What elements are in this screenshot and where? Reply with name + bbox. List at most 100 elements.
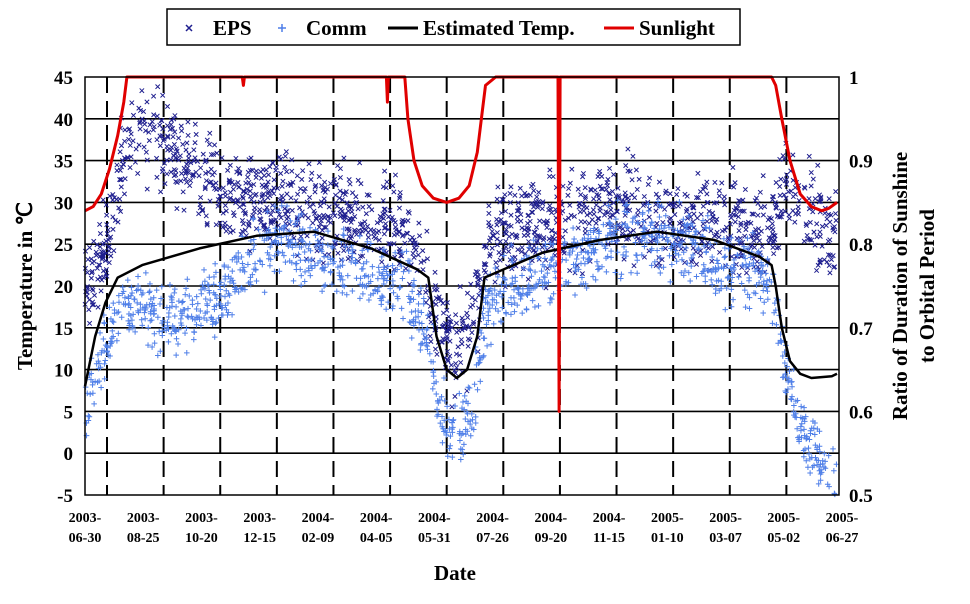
- eps-point: [755, 200, 761, 206]
- comm-point: [772, 300, 778, 306]
- eps-point: [219, 155, 225, 161]
- comm-point: [731, 261, 737, 268]
- comm-point: [217, 293, 224, 299]
- comm-point: [614, 222, 620, 229]
- comm-point: [499, 294, 505, 300]
- x-tick-label-year: 2003-: [69, 511, 102, 526]
- eps-point: [387, 241, 394, 247]
- eps-point: [779, 211, 785, 217]
- comm-point: [272, 203, 278, 209]
- x-tick-label-year: 2004-: [593, 511, 626, 526]
- comm-point: [673, 258, 680, 265]
- eps-point: [357, 160, 363, 166]
- comm-point: [127, 304, 134, 311]
- comm-point: [644, 239, 650, 246]
- eps-point: [289, 157, 295, 163]
- comm-point: [573, 261, 579, 268]
- eps-point: [227, 189, 234, 195]
- eps-point: [295, 191, 301, 197]
- eps-point: [346, 234, 352, 240]
- comm-point: [88, 376, 94, 383]
- comm-point: [290, 252, 297, 259]
- eps-point: [757, 189, 763, 195]
- eps-point: [823, 222, 829, 229]
- comm-point: [182, 330, 188, 336]
- eps-point: [515, 247, 521, 253]
- comm-point: [618, 271, 625, 278]
- eps-point: [90, 287, 96, 293]
- eps-point: [629, 177, 635, 183]
- comm-point: [353, 275, 360, 281]
- eps-point: [285, 182, 291, 188]
- eps-point: [176, 135, 182, 141]
- eps-point: [128, 131, 134, 137]
- comm-point: [366, 297, 372, 303]
- eps-point: [165, 134, 171, 140]
- comm-point: [376, 284, 382, 291]
- comm-point: [461, 393, 468, 399]
- comm-point: [415, 301, 422, 307]
- eps-point: [179, 128, 185, 134]
- eps-point: [99, 249, 105, 255]
- eps-point: [89, 270, 95, 276]
- eps-point: [743, 220, 749, 226]
- eps-point: [606, 190, 612, 196]
- comm-point: [501, 277, 508, 283]
- comm-point: [147, 281, 153, 287]
- eps-point: [518, 211, 524, 218]
- comm-point: [211, 334, 218, 340]
- comm-point: [702, 225, 709, 232]
- eps-point: [531, 188, 537, 194]
- comm-point: [585, 231, 592, 238]
- comm-point: [303, 242, 309, 248]
- eps-point: [653, 208, 659, 214]
- eps-point: [306, 194, 313, 200]
- eps-point: [772, 200, 778, 206]
- eps-point: [135, 170, 141, 176]
- eps-point: [780, 153, 786, 159]
- comm-point: [138, 287, 144, 294]
- comm-point: [520, 290, 526, 297]
- x-tick-label-date: 05-31: [418, 531, 451, 546]
- comm-point: [307, 247, 314, 254]
- comm-point: [287, 218, 294, 224]
- comm-point: [639, 211, 646, 217]
- eps-point: [288, 195, 294, 201]
- comm-point: [641, 224, 648, 231]
- eps-point: [200, 151, 206, 157]
- eps-point: [270, 208, 276, 214]
- comm-point: [630, 215, 636, 222]
- eps-point: [567, 267, 573, 274]
- comm-point: [803, 457, 810, 464]
- comm-point: [446, 426, 453, 432]
- eps-point: [191, 172, 197, 178]
- eps-point: [627, 207, 633, 213]
- plot-border: [84, 76, 840, 496]
- comm-point: [145, 342, 151, 348]
- eps-point: [597, 205, 603, 211]
- comm-point: [548, 257, 554, 264]
- eps-point: [154, 137, 160, 143]
- comm-point: [356, 233, 363, 239]
- eps-point: [206, 180, 213, 186]
- comm-point: [132, 329, 138, 335]
- comm-point: [469, 411, 475, 417]
- eps-point: [756, 226, 762, 232]
- comm-point: [825, 452, 832, 459]
- comm-point: [147, 317, 154, 324]
- eps-point: [415, 252, 421, 258]
- comm-point: [613, 216, 619, 222]
- comm-point: [780, 374, 787, 380]
- comm-point: [97, 330, 103, 336]
- eps-point: [804, 232, 810, 238]
- comm-point: [655, 198, 661, 205]
- eps-point: [391, 189, 397, 195]
- eps-point: [84, 269, 90, 276]
- eps-point: [582, 219, 588, 225]
- comm-point: [667, 279, 674, 285]
- comm-point: [151, 340, 158, 346]
- comm-point: [628, 269, 634, 276]
- comm-point: [385, 299, 391, 305]
- eps-point: [185, 169, 192, 175]
- comm-point: [622, 221, 628, 227]
